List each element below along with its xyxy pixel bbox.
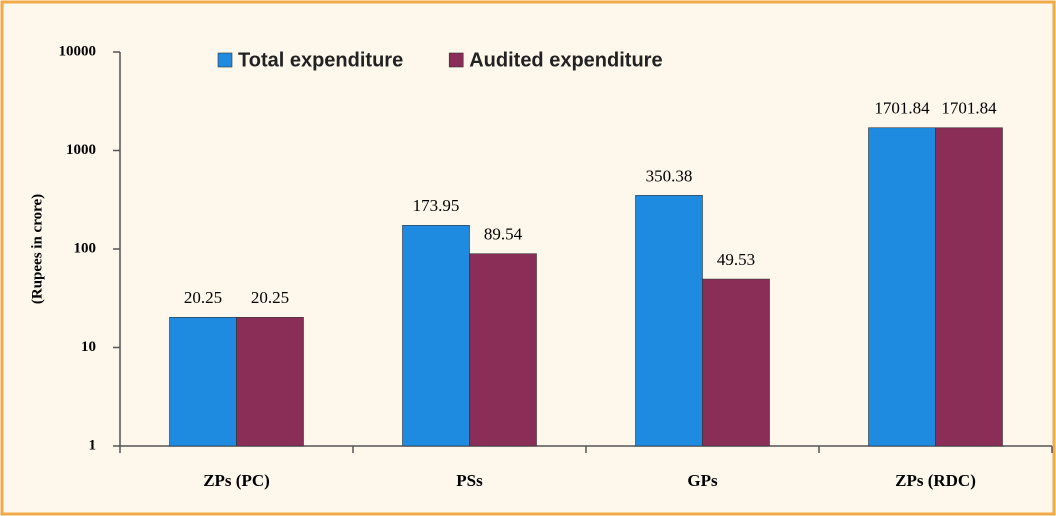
legend-swatch [448, 52, 464, 68]
x-tick-label: ZPs (RDC) [895, 471, 976, 490]
data-label: 1701.84 [941, 99, 997, 118]
y-tick-label: 10 [81, 339, 96, 355]
data-label: 1701.84 [874, 99, 930, 118]
data-label: 20.25 [184, 288, 222, 307]
y-axis-title: (Rupees in crore) [29, 194, 45, 304]
data-label: 350.38 [646, 166, 693, 185]
bar [935, 127, 1003, 447]
data-label: 173.95 [413, 196, 460, 215]
y-tick-label: 1 [89, 437, 97, 453]
bar [635, 195, 703, 447]
y-tick-label: 1000 [66, 142, 96, 158]
x-tick-label: PSs [456, 471, 483, 490]
bar [402, 225, 470, 447]
bar [169, 317, 237, 447]
y-tick-label: 10000 [59, 43, 97, 59]
legend-label: Total expenditure [238, 49, 403, 71]
bar [236, 317, 304, 447]
bar [469, 253, 537, 447]
bar [702, 278, 770, 447]
legend-label: Audited expenditure [469, 49, 662, 71]
y-tick-label: 100 [74, 240, 97, 256]
x-tick-label: ZPs (PC) [203, 471, 270, 490]
legend-swatch [217, 52, 233, 68]
x-tick-label: GPs [687, 471, 718, 490]
data-label: 20.25 [251, 288, 289, 307]
data-label: 89.54 [484, 225, 523, 244]
bar [868, 127, 936, 447]
data-label: 49.53 [717, 250, 755, 269]
